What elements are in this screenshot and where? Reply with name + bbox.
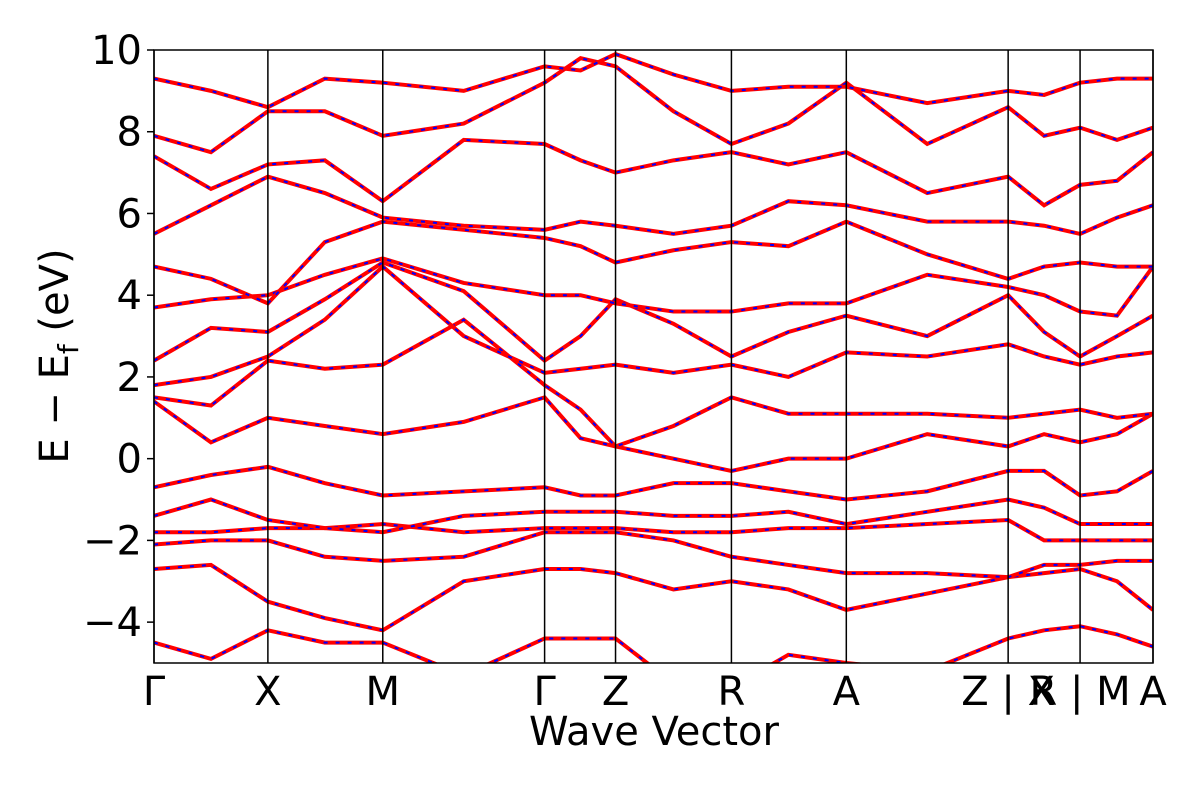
band-dash xyxy=(154,465,1153,501)
band-dash xyxy=(154,265,1153,387)
band-dash xyxy=(154,318,1153,448)
x-tick-label: A xyxy=(833,669,861,715)
y-tick-label: −2 xyxy=(83,518,142,564)
y-label-sub: f xyxy=(52,343,85,354)
band-line xyxy=(154,174,1153,236)
band-line xyxy=(154,562,1153,633)
y-tick-label: 10 xyxy=(91,28,142,74)
x-tick-label: Z xyxy=(602,669,629,715)
x-tick-label: Z | X xyxy=(961,669,1055,715)
bands xyxy=(154,51,1153,663)
band-line xyxy=(154,51,1153,110)
x-tick-label: M xyxy=(366,669,401,715)
y-tick-label: −4 xyxy=(83,600,142,646)
band-dash xyxy=(154,498,1153,534)
band-dash xyxy=(154,220,1153,305)
band-dash xyxy=(154,53,1153,109)
x-tick-label: R xyxy=(718,669,746,715)
x-tick-label: Γ xyxy=(143,669,166,715)
band-line xyxy=(154,219,1153,306)
y-tick-label: 8 xyxy=(117,110,142,156)
band-dash xyxy=(154,625,1153,663)
band-line xyxy=(154,464,1153,502)
x-axis-label: Wave Vector xyxy=(529,709,780,755)
x-tick-label: A xyxy=(1139,669,1167,715)
y-tick-label: 4 xyxy=(117,273,142,319)
band-line xyxy=(154,137,1153,208)
band-dash xyxy=(154,396,1153,472)
band-dash xyxy=(154,563,1153,632)
band-line xyxy=(154,256,1153,318)
band-dash xyxy=(154,138,1153,207)
x-tick-label: R | M xyxy=(1029,669,1130,715)
band-line xyxy=(154,530,1153,580)
plot-frame xyxy=(153,49,1154,664)
band-dash xyxy=(154,57,1153,154)
band-dash xyxy=(154,531,1153,579)
band-dash xyxy=(154,261,1153,362)
y-tick-label: 2 xyxy=(117,355,142,401)
y-label-main: E − E xyxy=(32,354,78,464)
x-tick-label: Γ xyxy=(533,669,556,715)
y-tick-label: 0 xyxy=(117,437,142,483)
y-label-unit: (eV) xyxy=(32,248,78,344)
band-dash xyxy=(154,175,1153,235)
y-tick-label: 6 xyxy=(117,191,142,237)
y-axis-label: E − Ef (eV) xyxy=(32,248,85,463)
band-line xyxy=(154,317,1153,449)
band-line xyxy=(154,56,1153,155)
x-tick-label: X xyxy=(254,669,281,715)
